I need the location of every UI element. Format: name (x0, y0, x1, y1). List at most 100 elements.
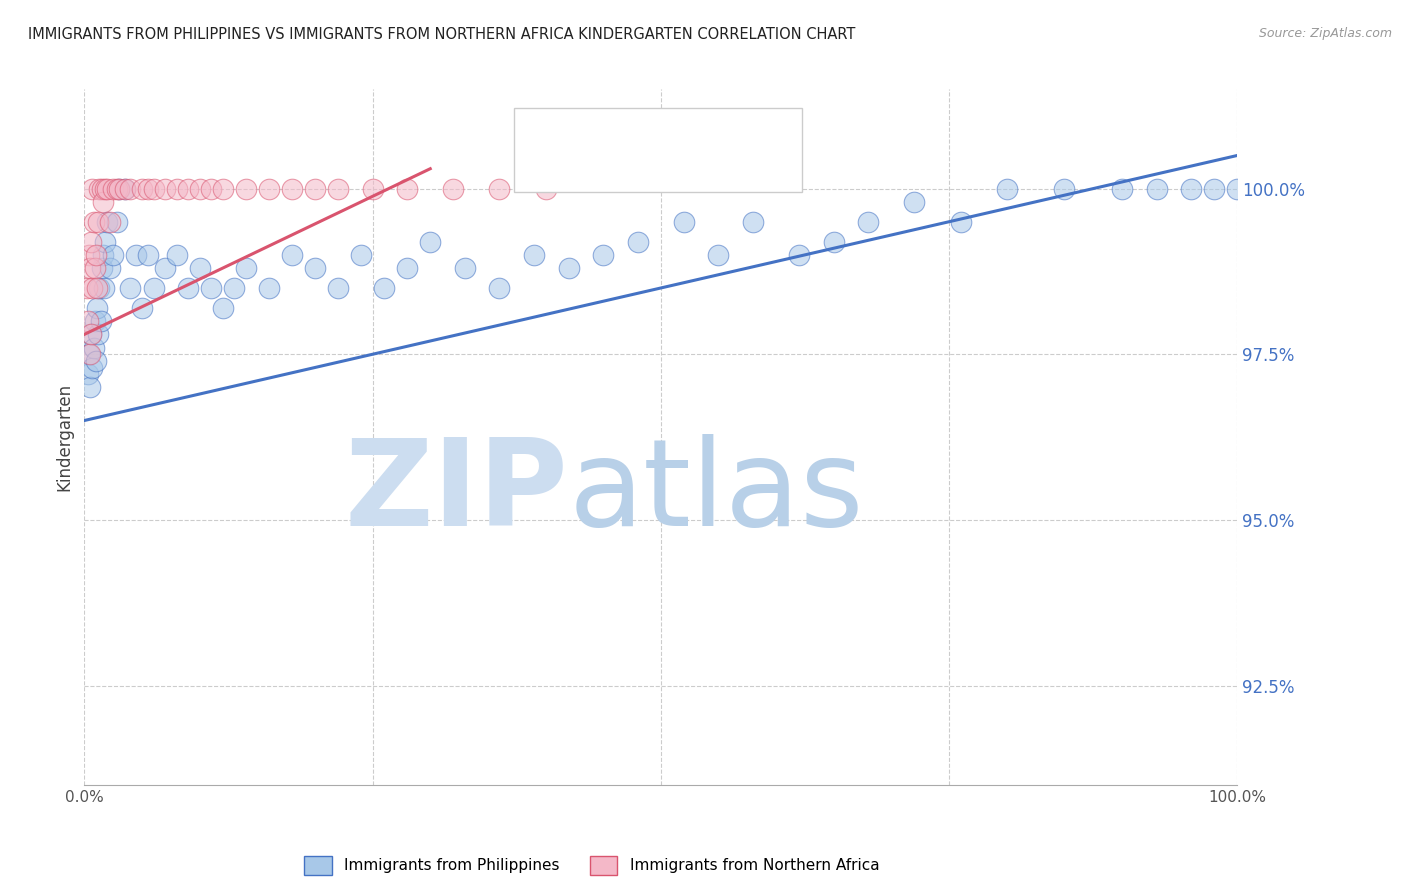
Point (91, 248, 114, 262)
Point (77, 347, 100, 361)
Point (903, 194, 925, 209)
Point (84, 248, 107, 262)
Point (523, 248, 546, 262)
Text: atlas: atlas (568, 434, 865, 551)
FancyBboxPatch shape (534, 127, 565, 153)
Point (488, 181, 510, 195)
Point (1053, 181, 1076, 195)
Point (1180, 181, 1202, 195)
Point (86, 301, 108, 315)
Point (83, 261, 105, 276)
Point (96, 215, 118, 229)
Point (142, 181, 165, 195)
Point (235, 261, 257, 276)
Point (114, 181, 136, 195)
Point (83, 215, 105, 229)
Y-axis label: Kindergarten: Kindergarten (55, 383, 73, 491)
Point (707, 248, 730, 262)
Text: R = 0.419    N = 64: R = 0.419 N = 64 (576, 131, 738, 150)
FancyBboxPatch shape (534, 154, 565, 181)
Point (396, 181, 419, 195)
Point (787, 248, 810, 262)
Point (166, 248, 188, 262)
Point (131, 181, 153, 195)
Point (211, 301, 233, 315)
Point (858, 215, 880, 229)
Point (177, 281, 200, 295)
Point (153, 181, 176, 195)
Point (80, 327, 103, 342)
Point (326, 281, 349, 295)
Point (488, 281, 510, 295)
Point (76, 281, 98, 295)
Point (200, 281, 222, 295)
Point (326, 181, 349, 195)
Point (823, 235, 845, 249)
Point (672, 215, 695, 229)
Point (441, 181, 464, 195)
Point (200, 181, 222, 195)
Point (105, 215, 128, 229)
Point (93, 281, 115, 295)
Point (188, 261, 211, 276)
Point (627, 235, 650, 249)
Point (103, 181, 124, 195)
Point (534, 181, 557, 195)
Point (108, 181, 131, 195)
Point (89, 181, 111, 195)
Point (257, 181, 280, 195)
Point (90, 181, 112, 195)
Point (105, 181, 128, 195)
Point (98, 215, 121, 229)
Point (91, 194, 114, 209)
Point (304, 261, 326, 276)
Point (94, 181, 117, 195)
Point (396, 261, 419, 276)
Point (742, 215, 765, 229)
Point (211, 181, 233, 195)
Point (557, 261, 579, 276)
Point (281, 248, 304, 262)
Point (188, 181, 211, 195)
Point (281, 181, 304, 195)
Point (98, 261, 121, 276)
Point (592, 248, 614, 262)
Point (96, 181, 118, 195)
Point (949, 215, 972, 229)
Point (304, 181, 326, 195)
Point (79, 380, 101, 394)
Point (76, 367, 98, 381)
Point (87, 327, 110, 342)
Text: Source: ZipAtlas.com: Source: ZipAtlas.com (1258, 27, 1392, 40)
Point (373, 281, 395, 295)
Point (114, 181, 136, 195)
Point (350, 248, 373, 262)
Point (79, 261, 101, 276)
Point (82, 360, 104, 375)
Point (83, 341, 105, 355)
Point (77, 248, 100, 262)
Text: IMMIGRANTS FROM PHILIPPINES VS IMMIGRANTS FROM NORTHERN AFRICA KINDERGARTEN CORR: IMMIGRANTS FROM PHILIPPINES VS IMMIGRANT… (28, 27, 855, 42)
Point (82, 281, 104, 295)
Point (153, 261, 176, 276)
Point (82, 181, 104, 195)
Point (454, 261, 477, 276)
Point (94, 235, 117, 249)
Point (125, 248, 148, 262)
Point (86, 281, 108, 295)
Text: R = 0.581    N = 44: R = 0.581 N = 44 (576, 159, 738, 177)
Point (89, 314, 111, 328)
Point (1111, 181, 1133, 195)
Point (136, 248, 159, 262)
Point (1204, 181, 1226, 195)
Point (84, 354, 107, 368)
Point (131, 301, 153, 315)
Point (1146, 181, 1168, 195)
Point (361, 181, 384, 195)
Point (83, 314, 105, 328)
Point (136, 181, 159, 195)
Point (108, 181, 131, 195)
Point (120, 281, 142, 295)
Point (76, 314, 98, 328)
Point (419, 235, 441, 249)
